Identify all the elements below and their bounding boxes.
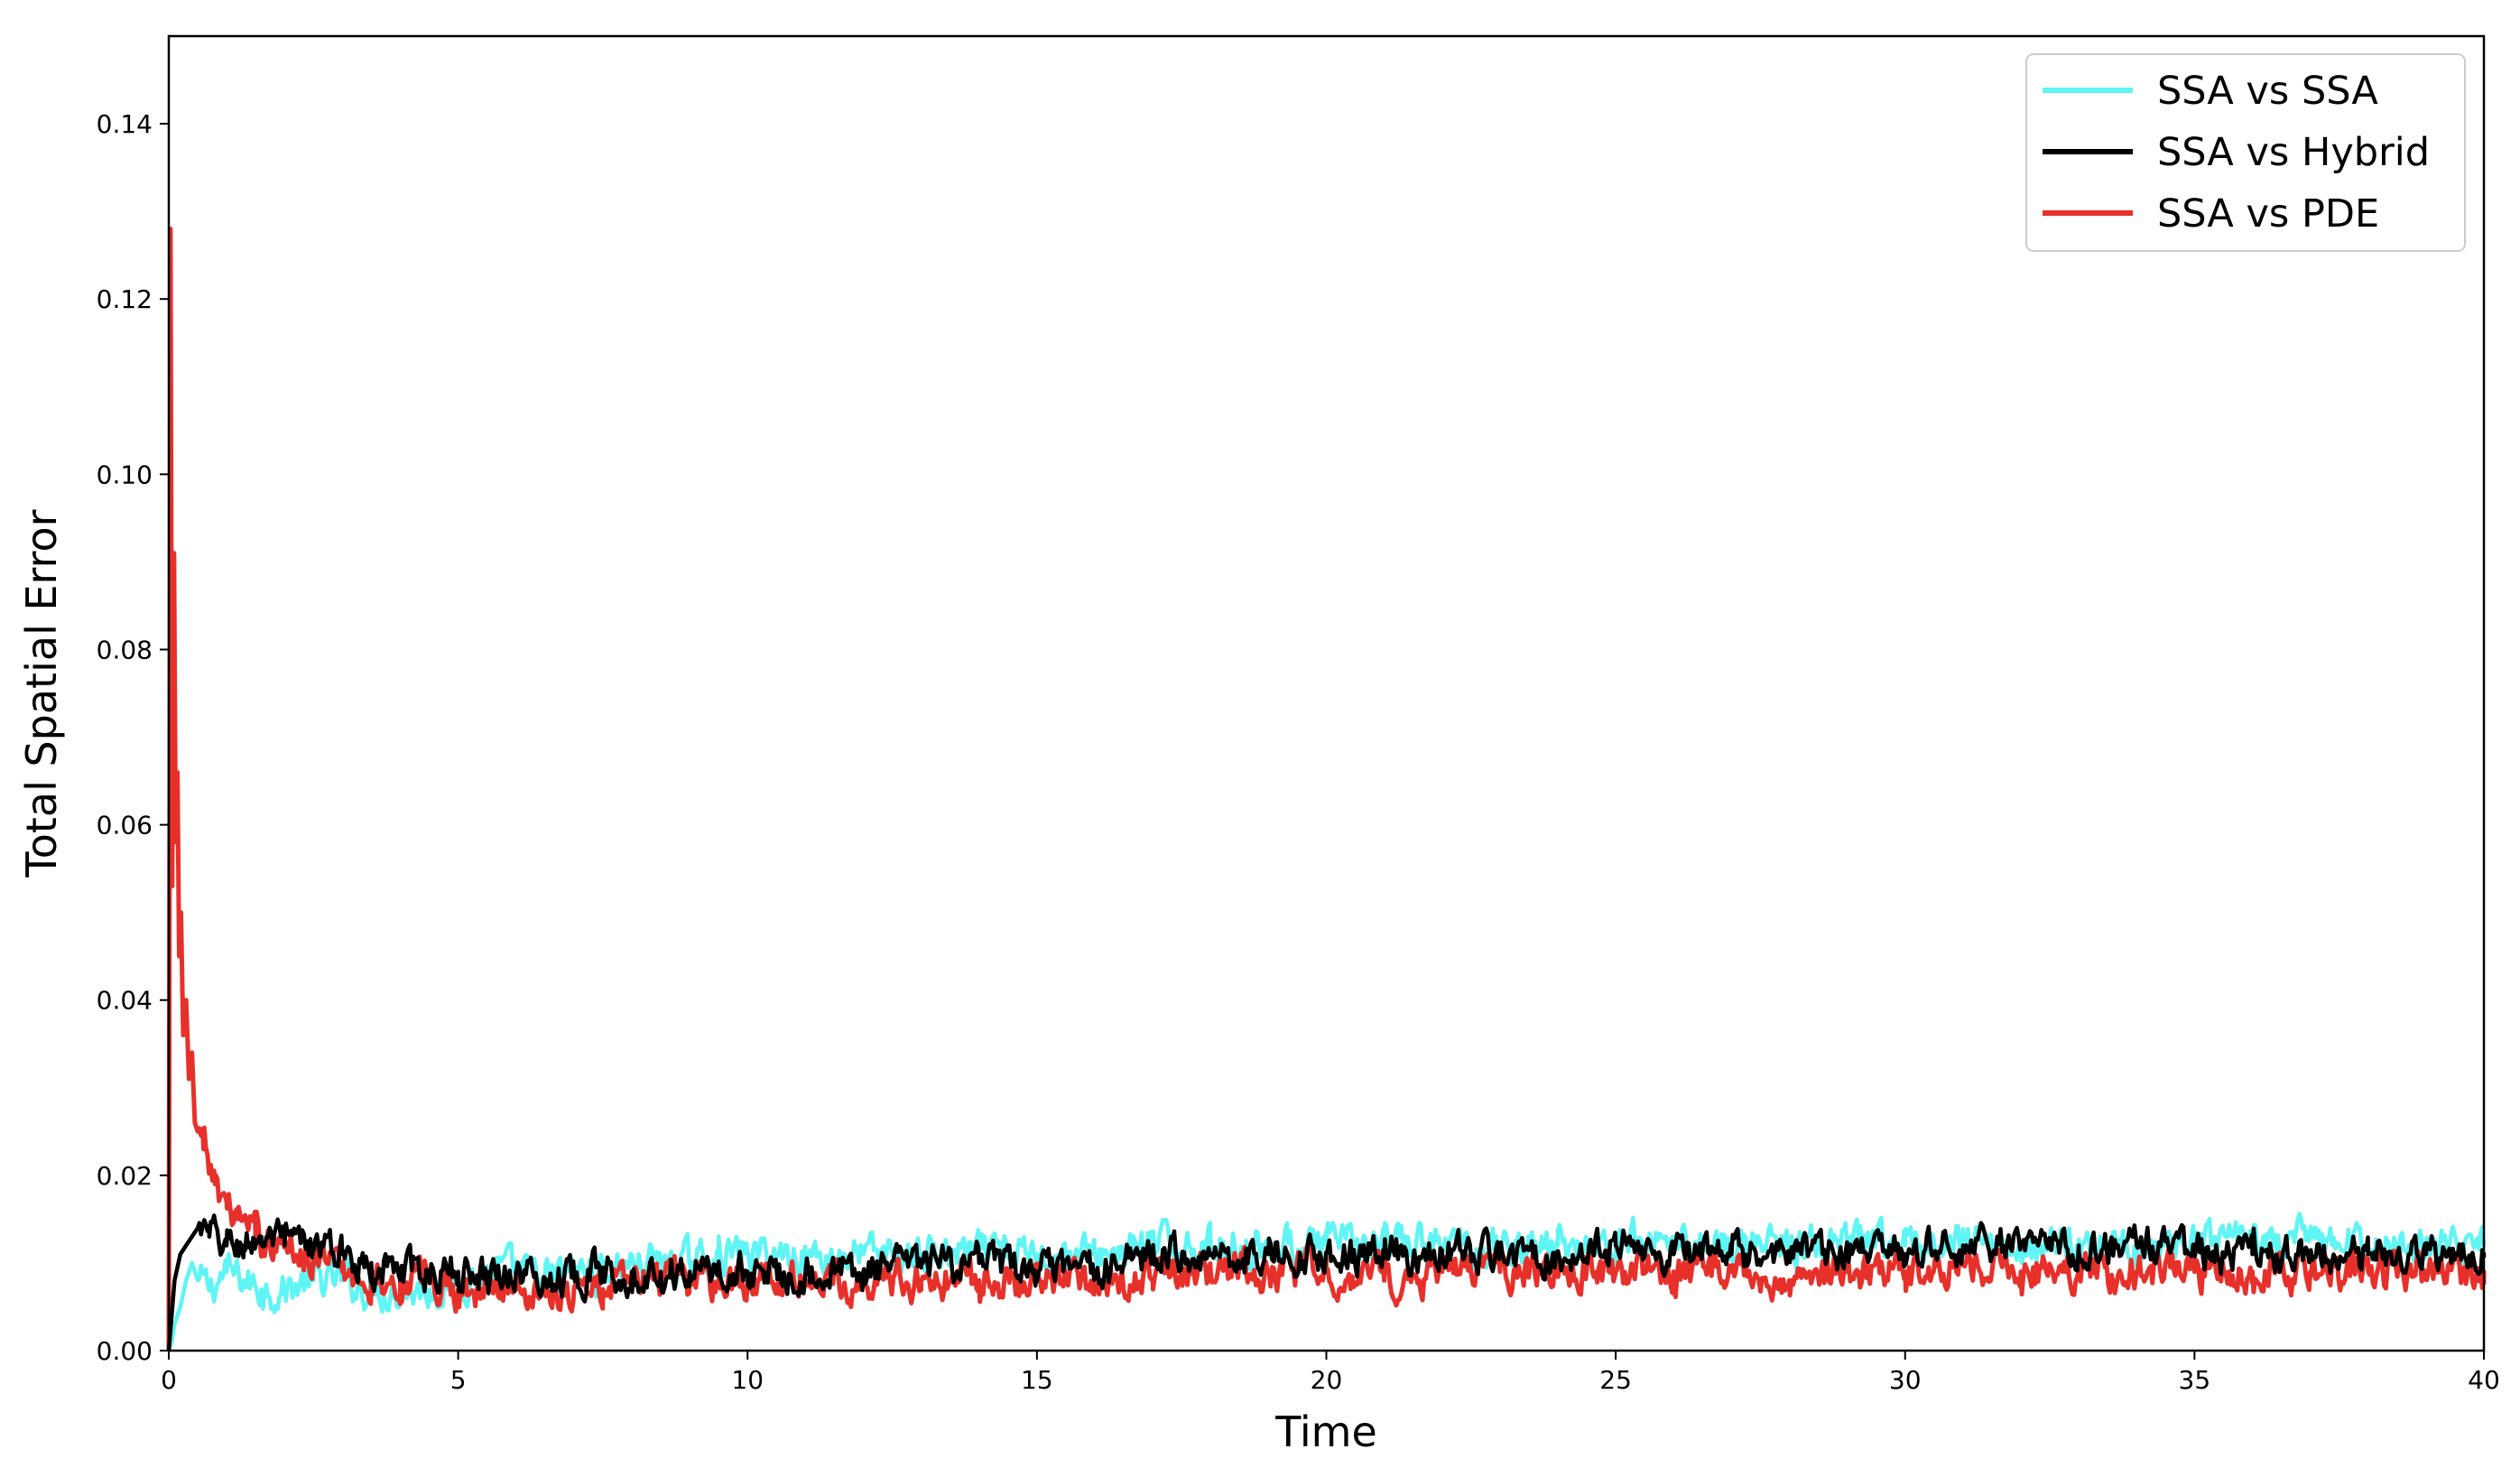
x-tick-label: 5 [450, 1365, 467, 1395]
y-tick-label: 0.14 [97, 109, 153, 139]
legend: SSA vs SSA SSA vs Hybrid SSA vs PDE [2025, 53, 2466, 252]
y-axis-label: Total Spatial Error [17, 509, 66, 878]
x-tick-label: 0 [161, 1365, 177, 1395]
legend-label: SSA vs Hybrid [2157, 130, 2430, 175]
y-tick-label: 0.12 [97, 284, 153, 314]
x-axis-label: Time [1274, 1407, 1377, 1456]
legend-box [2025, 53, 2466, 252]
x-tick-label: 10 [731, 1365, 764, 1395]
x-tick-label: 25 [1599, 1365, 1632, 1395]
y-axis: 0.00 0.02 0.04 0.06 0.08 0.10 0.12 0.14 [97, 109, 169, 1366]
legend-label: SSA vs SSA [2157, 69, 2378, 114]
y-tick-label: 0.00 [97, 1336, 153, 1366]
series-line-1 [166, 1213, 2487, 1352]
y-tick-label: 0.08 [97, 635, 153, 664]
series-layer [166, 227, 2487, 1352]
x-tick-label: 20 [1311, 1365, 1343, 1395]
series-line-0 [166, 1212, 2487, 1352]
y-tick-label: 0.04 [97, 986, 153, 1016]
y-tick-label: 0.02 [97, 1161, 153, 1191]
x-tick-label: 40 [2468, 1365, 2500, 1395]
y-tick-label: 0.06 [97, 811, 153, 841]
x-tick-label: 30 [1889, 1365, 1922, 1395]
x-tick-label: 15 [1021, 1365, 1053, 1395]
y-tick-label: 0.10 [97, 460, 153, 489]
x-tick-label: 35 [2179, 1365, 2211, 1395]
legend-label: SSA vs PDE [2157, 191, 2379, 237]
series-line-2 [166, 227, 2487, 1352]
x-axis: 0 5 10 15 20 25 30 35 40 [161, 1351, 2500, 1395]
